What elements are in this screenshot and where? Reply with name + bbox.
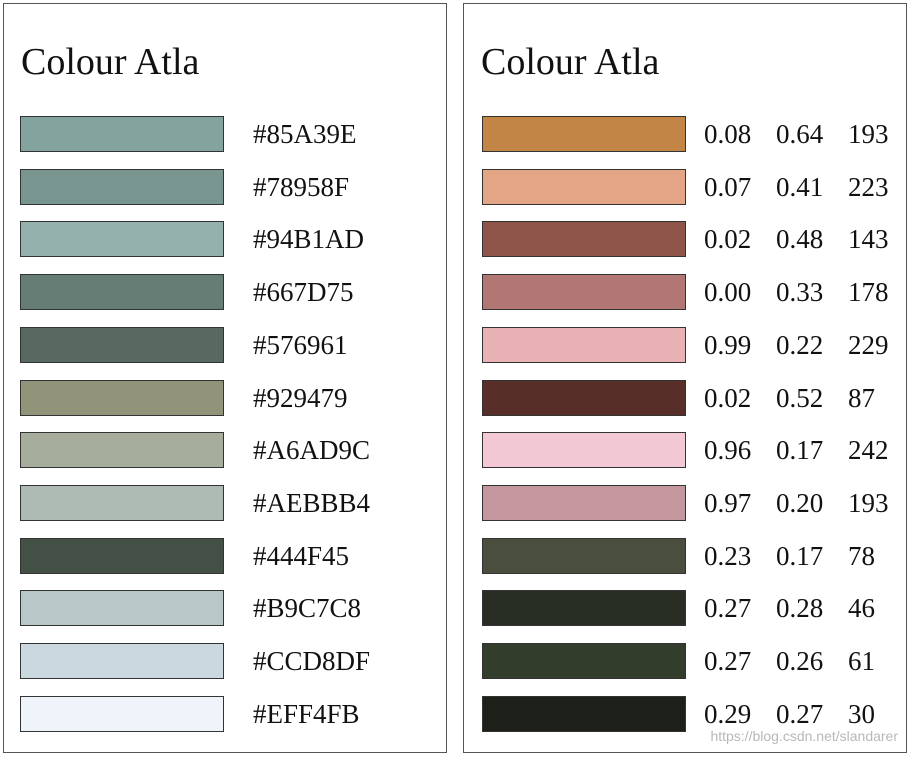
value-label: 0.17 xyxy=(776,540,824,571)
swatch xyxy=(20,432,224,469)
value-label: 0.64 xyxy=(776,119,824,149)
value-label: 61 xyxy=(848,646,875,676)
value-label: 0.48 xyxy=(776,224,824,255)
hex-label: #576961 xyxy=(253,329,348,360)
swatch xyxy=(482,379,686,416)
swatch xyxy=(482,168,686,205)
swatch xyxy=(20,484,224,521)
value-label: 0.97 xyxy=(704,487,752,518)
value-label: 0.00 xyxy=(704,277,752,308)
panel-title: Colour Atla xyxy=(21,41,200,83)
value-label: 0.07 xyxy=(704,171,752,202)
value-label: 46 xyxy=(848,593,875,624)
swatch xyxy=(482,274,686,311)
value-label: 193 xyxy=(848,119,889,149)
value-label: 0.20 xyxy=(776,487,824,518)
value-label: 0.96 xyxy=(704,435,752,466)
hex-label: #667D75 xyxy=(253,277,354,308)
value-label: 30 xyxy=(848,698,875,729)
value-label: 0.02 xyxy=(704,382,752,413)
value-label: 0.27 xyxy=(704,646,752,676)
hex-label: #CCD8DF xyxy=(253,646,371,676)
hex-label: #B9C7C8 xyxy=(253,593,362,624)
value-label: 143 xyxy=(848,224,889,255)
swatch xyxy=(482,221,686,258)
swatch xyxy=(482,695,686,732)
value-label: 0.23 xyxy=(704,540,752,571)
swatch xyxy=(20,643,224,679)
hex-panel: Colour Atla #85A39E #78958F #94B1AD #667D75… xyxy=(3,3,447,753)
value-label: 193 xyxy=(848,487,889,518)
swatch xyxy=(20,326,224,363)
swatch xyxy=(482,326,686,363)
hex-label: #A6AD9C xyxy=(253,435,371,466)
hex-label: #94B1AD xyxy=(253,224,365,255)
value-label: 0.27 xyxy=(776,698,824,729)
value-label: 87 xyxy=(848,382,875,413)
swatch xyxy=(20,590,224,627)
swatch xyxy=(20,379,224,416)
value-label: 0.99 xyxy=(704,329,752,360)
hex-label: #929479 xyxy=(253,382,348,413)
swatch xyxy=(482,537,686,574)
value-label: 0.02 xyxy=(704,224,752,255)
swatch xyxy=(20,116,224,152)
value-label: 223 xyxy=(848,171,889,202)
hex-label: #EFF4FB xyxy=(253,698,360,729)
value-label: 0.28 xyxy=(776,593,824,624)
value-label: 178 xyxy=(848,277,889,308)
value-label: 78 xyxy=(848,540,875,571)
value-label: 0.26 xyxy=(776,646,824,676)
hex-label: #78958F xyxy=(253,171,350,202)
swatch xyxy=(482,643,686,679)
value-label: 0.33 xyxy=(776,277,824,308)
hex-label: #444F45 xyxy=(253,540,350,571)
swatch xyxy=(20,274,224,311)
swatch xyxy=(20,168,224,205)
value-label: 242 xyxy=(848,435,889,466)
value-label: 0.41 xyxy=(776,171,824,202)
watermark: https://blog.csdn.net/slandarer xyxy=(710,728,898,744)
hex-label: #85A39E xyxy=(253,119,357,149)
panel-title: Colour Atla xyxy=(481,41,660,83)
swatch xyxy=(20,221,224,258)
value-label: 0.08 xyxy=(704,119,752,149)
value-label: 0.29 xyxy=(704,698,752,729)
swatch xyxy=(482,590,686,627)
value-label: 0.27 xyxy=(704,593,752,624)
value-panel: Colour Atla 0.08 0.64 193 0.07 0.41 223 0.02 0.… xyxy=(463,3,907,753)
value-label: 0.22 xyxy=(776,329,824,360)
swatch xyxy=(482,432,686,469)
value-label: 0.52 xyxy=(776,382,824,413)
swatch xyxy=(20,695,224,732)
swatch xyxy=(20,537,224,574)
value-label: 0.17 xyxy=(776,435,824,466)
value-label: 229 xyxy=(848,329,889,360)
swatch xyxy=(482,116,686,152)
hex-label: #AEBBB4 xyxy=(253,487,371,518)
swatch xyxy=(482,484,686,521)
